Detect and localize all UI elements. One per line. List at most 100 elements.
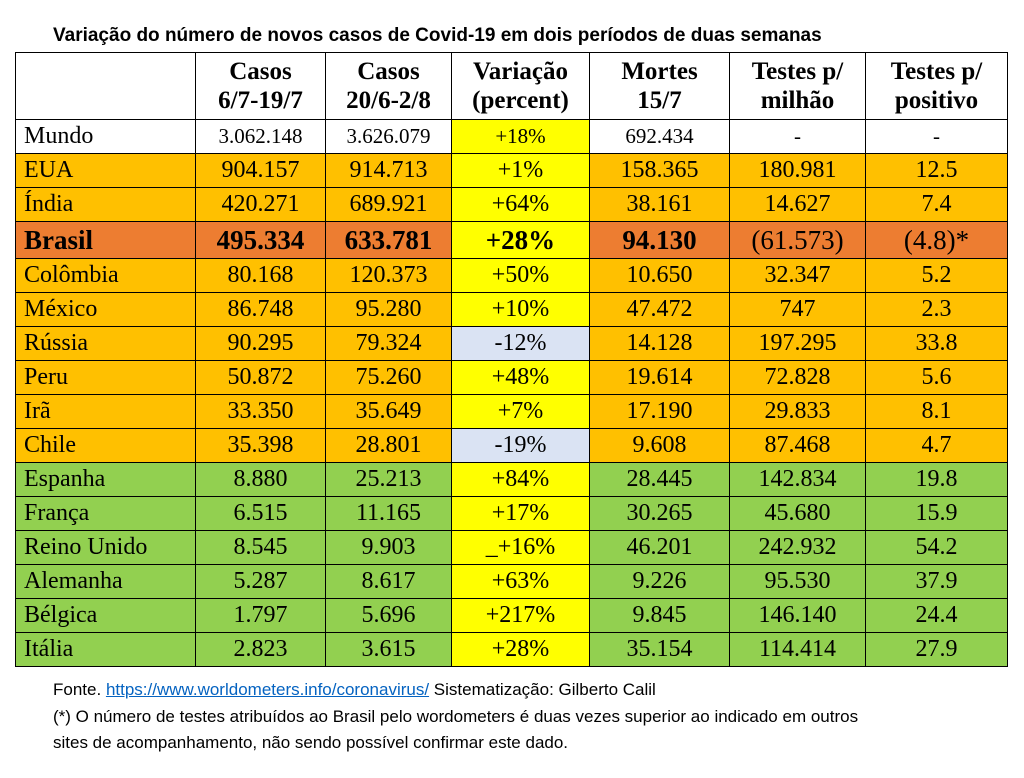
cell-casos-2: 8.617: [325, 564, 452, 599]
cell-casos-2: 633.781: [325, 221, 452, 259]
cell-testes-positivo: 4.7: [865, 428, 1008, 463]
cell-mortes: 30.265: [589, 496, 730, 531]
cell-casos-1: 33.350: [195, 394, 326, 429]
cell-variacao: +217%: [451, 598, 590, 633]
header-casos-2: Casos 20/6-2/8: [325, 52, 452, 120]
cell-mortes: 38.161: [589, 187, 730, 222]
cell-casos-1: 50.872: [195, 360, 326, 395]
cell-casos-1: 80.168: [195, 258, 326, 293]
cell-variacao: +64%: [451, 187, 590, 222]
table-row: Alemanha 5.287 8.617 +63% 9.226 95.530 37.9: [15, 564, 1008, 599]
cell-mortes: 9.608: [589, 428, 730, 463]
cell-country: Brasil: [15, 221, 196, 259]
cell-mortes: 158.365: [589, 153, 730, 188]
table-row: Mundo 3.062.148 3.626.079 +18% 692.434- -: [15, 119, 1008, 154]
cell-testes-milhao: 87.468: [729, 428, 866, 463]
footer-note-line-1: (*) O número de testes atribuídos ao Bra…: [53, 707, 859, 726]
cell-casos-1: 5.287: [195, 564, 326, 599]
cell-testes-positivo: 54.2: [865, 530, 1008, 565]
table-row: Irã 33.350 35.649 +7% 17.190 29.833 8.1: [15, 394, 1008, 429]
cell-testes-milhao: 242.932: [729, 530, 866, 565]
table-row: Chile 35.398 28.801 -19% 9.608 87.468 4.7: [15, 428, 1008, 463]
cell-mortes: 94.130: [589, 221, 730, 259]
header-testes-milhao: Testes p/milhão: [729, 52, 866, 120]
cell-testes-milhao: 180.981: [729, 153, 866, 188]
cell-casos-1: 2.823: [195, 632, 326, 667]
cell-casos-2: 120.373: [325, 258, 452, 293]
footer-source: Fonte. https://www.worldometers.info/cor…: [53, 678, 1003, 702]
cell-casos-2: 689.921: [325, 187, 452, 222]
cell-casos-1: 495.334: [195, 221, 326, 259]
cell-testes-milhao: 72.828: [729, 360, 866, 395]
cell-testes-positivo: 37.9: [865, 564, 1008, 599]
header-row: Casos 6/7-19/7 Casos 20/6-2/8 Variação (per…: [15, 52, 1008, 120]
cell-testes-positivo: 15.9: [865, 496, 1008, 531]
cell-mortes: 10.650: [589, 258, 730, 293]
table-row: França 6.515 11.165 +17% 30.265 45.680 15.9: [15, 496, 1008, 531]
cell-testes-positivo: 27.9: [865, 632, 1008, 667]
cell-variacao: +48%: [451, 360, 590, 395]
covid-table: Casos 6/7-19/7 Casos 20/6-2/8 Variação (per…: [15, 52, 1008, 667]
cell-country: Alemanha: [15, 564, 196, 599]
cell-testes-positivo: -: [865, 119, 1008, 154]
cell-country: Colômbia: [15, 258, 196, 293]
cell-mortes: 35.154: [589, 632, 730, 667]
cell-testes-positivo: 12.5: [865, 153, 1008, 188]
cell-testes-milhao: 14.627: [729, 187, 866, 222]
header-casos-1: Casos 6/7-19/7: [195, 52, 326, 120]
table-row: Reino Unido 8.545 9.903 _+16% 46.201 242.932 5…: [15, 530, 1008, 565]
table-row: Índia 420.271 689.921 +64% 38.161 14.627 7.4: [15, 187, 1008, 222]
cell-country: EUA: [15, 153, 196, 188]
cell-casos-2: 914.713: [325, 153, 452, 188]
cell-country: Chile: [15, 428, 196, 463]
cell-mortes: 46.201: [589, 530, 730, 565]
cell-variacao: +18%: [451, 119, 590, 154]
table-row: Peru 50.872 75.260 +48% 19.614 72.828 5.6: [15, 360, 1008, 395]
cell-mortes: 19.614: [589, 360, 730, 395]
cell-country: Itália: [15, 632, 196, 667]
cell-casos-2: 5.696: [325, 598, 452, 633]
cell-testes-positivo: 2.3: [865, 292, 1008, 327]
cell-testes-positivo: 19.8: [865, 462, 1008, 497]
cell-casos-1: 86.748: [195, 292, 326, 327]
cell-testes-positivo: 24.4: [865, 598, 1008, 633]
cell-testes-milhao: 142.834: [729, 462, 866, 497]
cell-casos-2: 95.280: [325, 292, 452, 327]
cell-testes-positivo: 33.8: [865, 326, 1008, 361]
cell-variacao: _+16%: [451, 530, 590, 565]
cell-testes-positivo: 8.1: [865, 394, 1008, 429]
systematization-credit: Sistematização: Gilberto Calil: [433, 680, 656, 699]
cell-casos-1: 904.157: [195, 153, 326, 188]
cell-testes-positivo: (4.8)*: [865, 221, 1008, 259]
cell-country: Espanha: [15, 462, 196, 497]
cell-country: Rússia: [15, 326, 196, 361]
table-row: Brasil 495.334 633.781 +28% 94.130 (61.573) (4…: [15, 221, 1008, 259]
source-prefix: Fonte.: [53, 680, 102, 699]
cell-casos-1: 1.797: [195, 598, 326, 633]
cell-variacao: +17%: [451, 496, 590, 531]
cell-testes-positivo: 7.4: [865, 187, 1008, 222]
cell-variacao: +50%: [451, 258, 590, 293]
cell-country: Mundo: [15, 119, 196, 154]
cell-country: Índia: [15, 187, 196, 222]
cell-testes-milhao: 747: [729, 292, 866, 327]
cell-testes-milhao: -: [729, 119, 866, 154]
table-row: EUA 904.157 914.713 +1% 158.365 180.981 12.5: [15, 153, 1008, 188]
header-testes-positivo: Testes p/positivo: [865, 52, 1008, 120]
header-variacao: Variação (percent): [451, 52, 590, 120]
cell-mortes: 17.190: [589, 394, 730, 429]
cell-country: Peru: [15, 360, 196, 395]
cell-mortes: 9.226: [589, 564, 730, 599]
cell-mortes: 47.472: [589, 292, 730, 327]
source-link[interactable]: https://www.worldometers.info/coronaviru…: [105, 680, 430, 699]
cell-testes-milhao: 45.680: [729, 496, 866, 531]
cell-casos-1: 6.515: [195, 496, 326, 531]
table-row: México 86.748 95.280 +10% 47.472 747 2.3: [15, 292, 1008, 327]
cell-variacao: +7%: [451, 394, 590, 429]
cell-testes-milhao: 95.530: [729, 564, 866, 599]
header-country: [15, 52, 196, 120]
cell-casos-2: 3.615: [325, 632, 452, 667]
table-row: Rússia 90.295 79.324 -12% 14.128 197.295 33.8: [15, 326, 1008, 361]
table-row: Itália 2.823 3.615 +28% 35.154 114.414 27.9: [15, 632, 1008, 667]
cell-casos-1: 3.062.148: [195, 119, 326, 154]
